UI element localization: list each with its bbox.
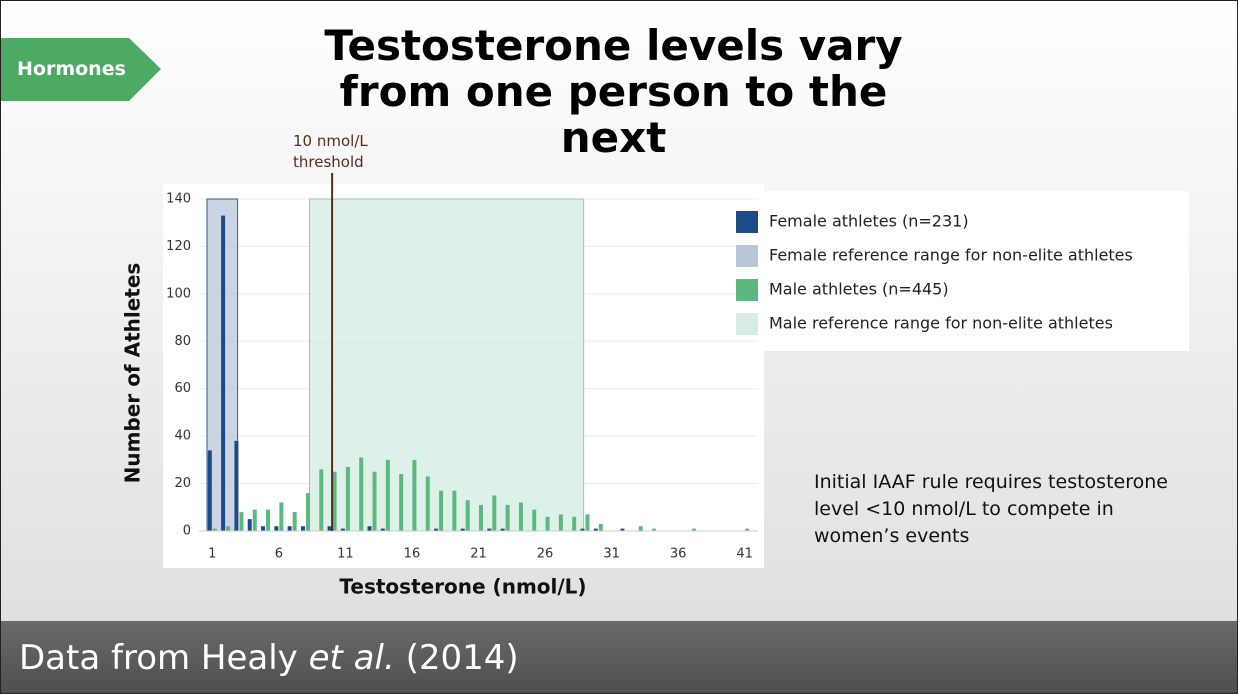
- bar: [452, 490, 457, 531]
- y-tick-label: 100: [166, 286, 191, 301]
- y-tick-label: 140: [166, 192, 191, 207]
- footer-text: Data from Healy: [19, 638, 309, 678]
- bar: [274, 526, 279, 531]
- bar: [460, 528, 465, 531]
- bar: [212, 528, 217, 531]
- legend-swatch: [736, 279, 758, 301]
- bar: [399, 474, 404, 531]
- footer-text: (2014): [394, 638, 519, 678]
- bar: [492, 495, 497, 531]
- footer: Data from Healy et al. (2014): [1, 621, 1237, 693]
- legend-label: Male reference range for non-elite athle…: [769, 314, 1113, 333]
- bar: [292, 512, 297, 531]
- bar: [745, 528, 750, 531]
- legend-label: Male athletes (n=445): [769, 280, 949, 299]
- y-tick-label: 80: [174, 334, 191, 349]
- bar: [638, 526, 643, 531]
- bar: [598, 523, 603, 531]
- bar: [585, 514, 590, 531]
- bar: [300, 526, 305, 531]
- bar: [287, 526, 292, 531]
- bar: [252, 509, 257, 531]
- bar: [593, 528, 598, 531]
- x-tick-label: 21: [470, 547, 487, 562]
- bar: [207, 450, 212, 531]
- y-axis-label: Number of Athletes: [121, 263, 145, 484]
- legend-background: [719, 191, 1189, 351]
- bar: [332, 471, 337, 531]
- x-tick-label: 36: [670, 547, 687, 562]
- y-tick-label: 120: [166, 239, 191, 254]
- y-tick-label: 0: [183, 524, 191, 539]
- bar: [305, 493, 310, 531]
- bar: [327, 526, 332, 531]
- bar: [545, 516, 550, 531]
- legend-label: Female reference range for non-elite ath…: [769, 246, 1133, 265]
- bar: [234, 440, 239, 531]
- bar: [691, 528, 696, 531]
- bar: [279, 502, 284, 531]
- bar: [572, 516, 577, 531]
- bar: [367, 526, 372, 531]
- x-tick-label: 26: [537, 547, 554, 562]
- bar: [385, 459, 390, 531]
- bar: [221, 215, 226, 531]
- bar: [372, 471, 377, 531]
- x-tick-label: 16: [404, 547, 421, 562]
- bar: [434, 528, 439, 531]
- x-tick-label: 1: [208, 547, 216, 562]
- bar: [518, 502, 523, 531]
- bar: [425, 476, 430, 531]
- bar: [239, 512, 244, 531]
- x-tick-label: 11: [337, 547, 354, 562]
- bar: [412, 459, 417, 531]
- legend-label: Female athletes (n=231): [769, 212, 969, 231]
- bar: [340, 528, 345, 531]
- y-tick-label: 40: [174, 429, 191, 444]
- y-tick-label: 20: [174, 476, 191, 491]
- bar: [487, 528, 492, 531]
- bar: [465, 500, 470, 531]
- bar: [620, 528, 625, 531]
- bar: [359, 457, 364, 531]
- bar: [266, 509, 271, 531]
- bar: [345, 466, 350, 531]
- bar: [380, 528, 385, 531]
- legend-swatch: [736, 245, 758, 267]
- x-axis-label: Testosterone (nmol/L): [339, 575, 586, 599]
- x-tick-label: 41: [736, 547, 753, 562]
- bar: [532, 509, 537, 531]
- bar: [261, 526, 266, 531]
- bar: [580, 528, 585, 531]
- bar: [479, 504, 483, 531]
- bar: [558, 514, 563, 531]
- bar: [226, 526, 231, 531]
- threshold-label: 10 nmol/L threshold: [293, 132, 368, 171]
- bar: [439, 490, 444, 531]
- legend-swatch: [736, 313, 758, 335]
- note: Initial IAAF rule requires testosterone …: [814, 471, 1168, 547]
- legend-swatch: [736, 211, 758, 233]
- reference-range: [308, 198, 585, 532]
- bar: [652, 528, 657, 531]
- bar: [505, 504, 510, 531]
- bar: [247, 519, 252, 531]
- y-tick-label: 60: [174, 381, 191, 396]
- x-tick-label: 6: [275, 547, 283, 562]
- section-tag: Hormones: [1, 38, 161, 101]
- bar: [500, 528, 505, 531]
- slide-title: Testosterone levels vary from one person…: [324, 21, 903, 162]
- bar: [319, 469, 324, 531]
- x-tick-label: 31: [603, 547, 620, 562]
- footer-text: et al.: [308, 638, 395, 678]
